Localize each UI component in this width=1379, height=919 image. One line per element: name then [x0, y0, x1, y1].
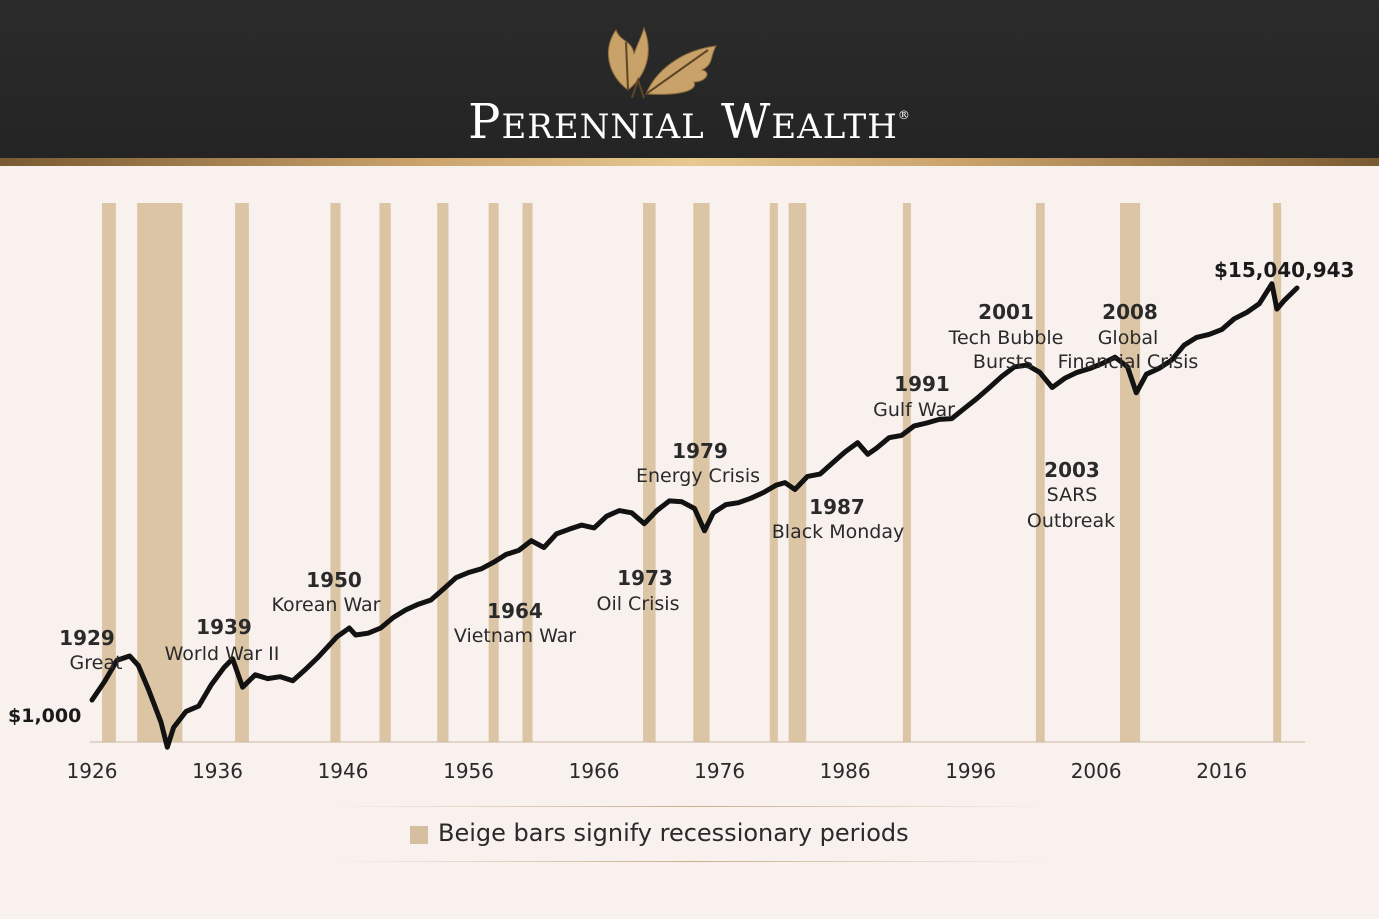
recession-bar — [788, 203, 807, 742]
recession-bar — [102, 203, 116, 742]
x-tick-label: 1936 — [192, 759, 243, 783]
x-tick-label: 2016 — [1196, 759, 1247, 783]
annotation-year-1939: 1939 — [196, 615, 252, 639]
registered-mark: ® — [897, 108, 911, 122]
recession-bar — [379, 203, 391, 742]
recession-bar — [488, 203, 499, 742]
annotation-year-2003: 2003 — [1044, 458, 1100, 482]
recession-bar — [1035, 203, 1045, 742]
annotation-year-2001: 2001 — [978, 300, 1034, 324]
annotations: 1929 Great 1939 World War II 1950 Korean… — [59, 300, 1198, 674]
recession-bar — [1273, 203, 1282, 742]
recession-bar — [235, 203, 249, 742]
recession-bar — [902, 203, 911, 742]
annotation-year-1950: 1950 — [306, 568, 362, 592]
x-tick-label: 1986 — [820, 759, 871, 783]
annotation-year-2008: 2008 — [1102, 300, 1158, 324]
brand-wordmark: Perennial Wealth® — [0, 94, 1379, 150]
annotation-desc-2008: Financial Crisis — [1058, 351, 1199, 373]
x-tick-label: 1946 — [318, 759, 369, 783]
annotation-year-1987: 1987 — [809, 495, 865, 519]
annotation-desc-2003: Outbreak — [1027, 510, 1115, 532]
legend-top-rule — [330, 806, 1050, 807]
x-ticks: 1926 1936 1946 1956 1966 1976 1986 1996 2006 2016 — [67, 759, 1248, 783]
end-value-label: $15,040,943 — [1214, 258, 1354, 282]
annotation-label-2008: Global — [1098, 327, 1159, 349]
recession-bar — [137, 203, 183, 742]
annotation-label-2001: Tech Bubble — [948, 327, 1064, 349]
x-tick-label: 1966 — [569, 759, 620, 783]
recession-bar — [643, 203, 656, 742]
recession-bar — [1120, 203, 1141, 742]
annotation-desc-2001: Bursts — [973, 351, 1033, 373]
annotation-year-1991: 1991 — [894, 372, 950, 396]
recession-bars — [102, 203, 1282, 742]
annotation-label-1939: World War II — [165, 643, 280, 665]
legend-bottom-rule — [330, 861, 1050, 862]
annotation-label-1929: Great — [70, 652, 123, 674]
annotation-label-1950: Korean War — [272, 594, 381, 616]
legend-text: Beige bars signify recessionary periods — [438, 819, 909, 847]
x-tick-label: 1956 — [443, 759, 494, 783]
annotation-label-1973: Oil Crisis — [597, 593, 680, 615]
recession-bar — [437, 203, 449, 742]
x-tick-label: 2006 — [1071, 759, 1122, 783]
annotation-label-1964: Vietnam War — [454, 625, 576, 647]
brand-name: Perennial Wealth — [468, 94, 898, 150]
recession-bar — [769, 203, 778, 742]
annotation-label-1979: Energy Crisis — [636, 465, 760, 487]
legend-swatch — [410, 826, 428, 844]
start-value-label: $1,000 — [8, 705, 81, 727]
x-tick-label: 1976 — [694, 759, 745, 783]
recession-bar — [693, 203, 710, 742]
x-tick-label: 1996 — [945, 759, 996, 783]
annotation-year-1964: 1964 — [487, 599, 543, 623]
x-tick-label: 1926 — [67, 759, 118, 783]
annotation-label-1987: Black Monday — [772, 521, 904, 543]
annotation-year-1973: 1973 — [617, 566, 673, 590]
annotation-label-1991: Gulf War — [873, 399, 955, 421]
annotation-year-1979: 1979 — [672, 439, 728, 463]
legend: Beige bars signify recessionary periods — [330, 806, 1050, 862]
annotation-label-2003: SARS — [1047, 484, 1098, 506]
oak-leaves-icon — [607, 26, 717, 99]
growth-line — [89, 281, 1300, 750]
annotation-year-1929: 1929 — [59, 626, 115, 650]
recession-bar — [330, 203, 341, 742]
recession-bar — [522, 203, 533, 742]
gold-divider — [0, 158, 1379, 166]
